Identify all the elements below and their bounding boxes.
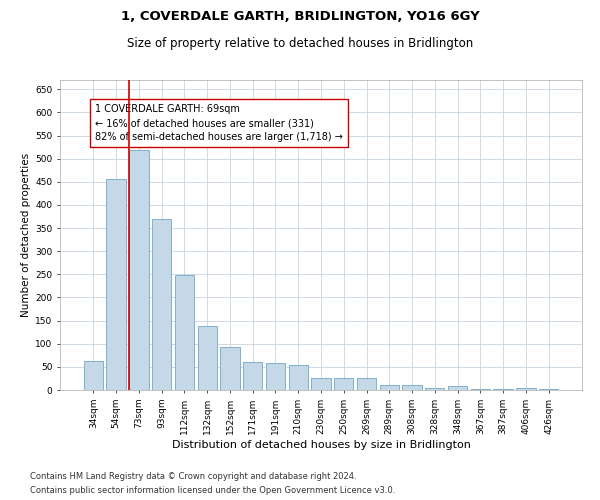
Bar [129,150,149,390]
Bar [539,388,558,390]
Bar [289,364,308,390]
Y-axis label: Number of detached properties: Number of detached properties [21,153,31,317]
X-axis label: Distribution of detached houses by size in Bridlington: Distribution of detached houses by size … [172,440,470,450]
Text: Size of property relative to detached houses in Bridlington: Size of property relative to detached ho… [127,38,473,51]
Bar [334,378,353,390]
Bar [106,178,126,390]
Text: Contains HM Land Registry data © Crown copyright and database right 2024.: Contains HM Land Registry data © Crown c… [30,472,356,481]
Bar [425,388,445,390]
Bar [175,276,194,390]
Bar [220,348,239,390]
Bar [403,385,422,390]
Bar [197,326,217,390]
Bar [448,386,467,390]
Bar [243,362,262,390]
Bar [357,378,376,390]
Bar [470,389,490,390]
Bar [516,388,536,390]
Text: Contains public sector information licensed under the Open Government Licence v3: Contains public sector information licen… [30,486,395,495]
Bar [84,362,103,390]
Bar [493,389,513,390]
Bar [311,378,331,390]
Bar [380,385,399,390]
Text: 1 COVERDALE GARTH: 69sqm
← 16% of detached houses are smaller (331)
82% of semi-: 1 COVERDALE GARTH: 69sqm ← 16% of detach… [95,104,343,142]
Text: 1, COVERDALE GARTH, BRIDLINGTON, YO16 6GY: 1, COVERDALE GARTH, BRIDLINGTON, YO16 6G… [121,10,479,23]
Bar [152,219,172,390]
Bar [266,363,285,390]
